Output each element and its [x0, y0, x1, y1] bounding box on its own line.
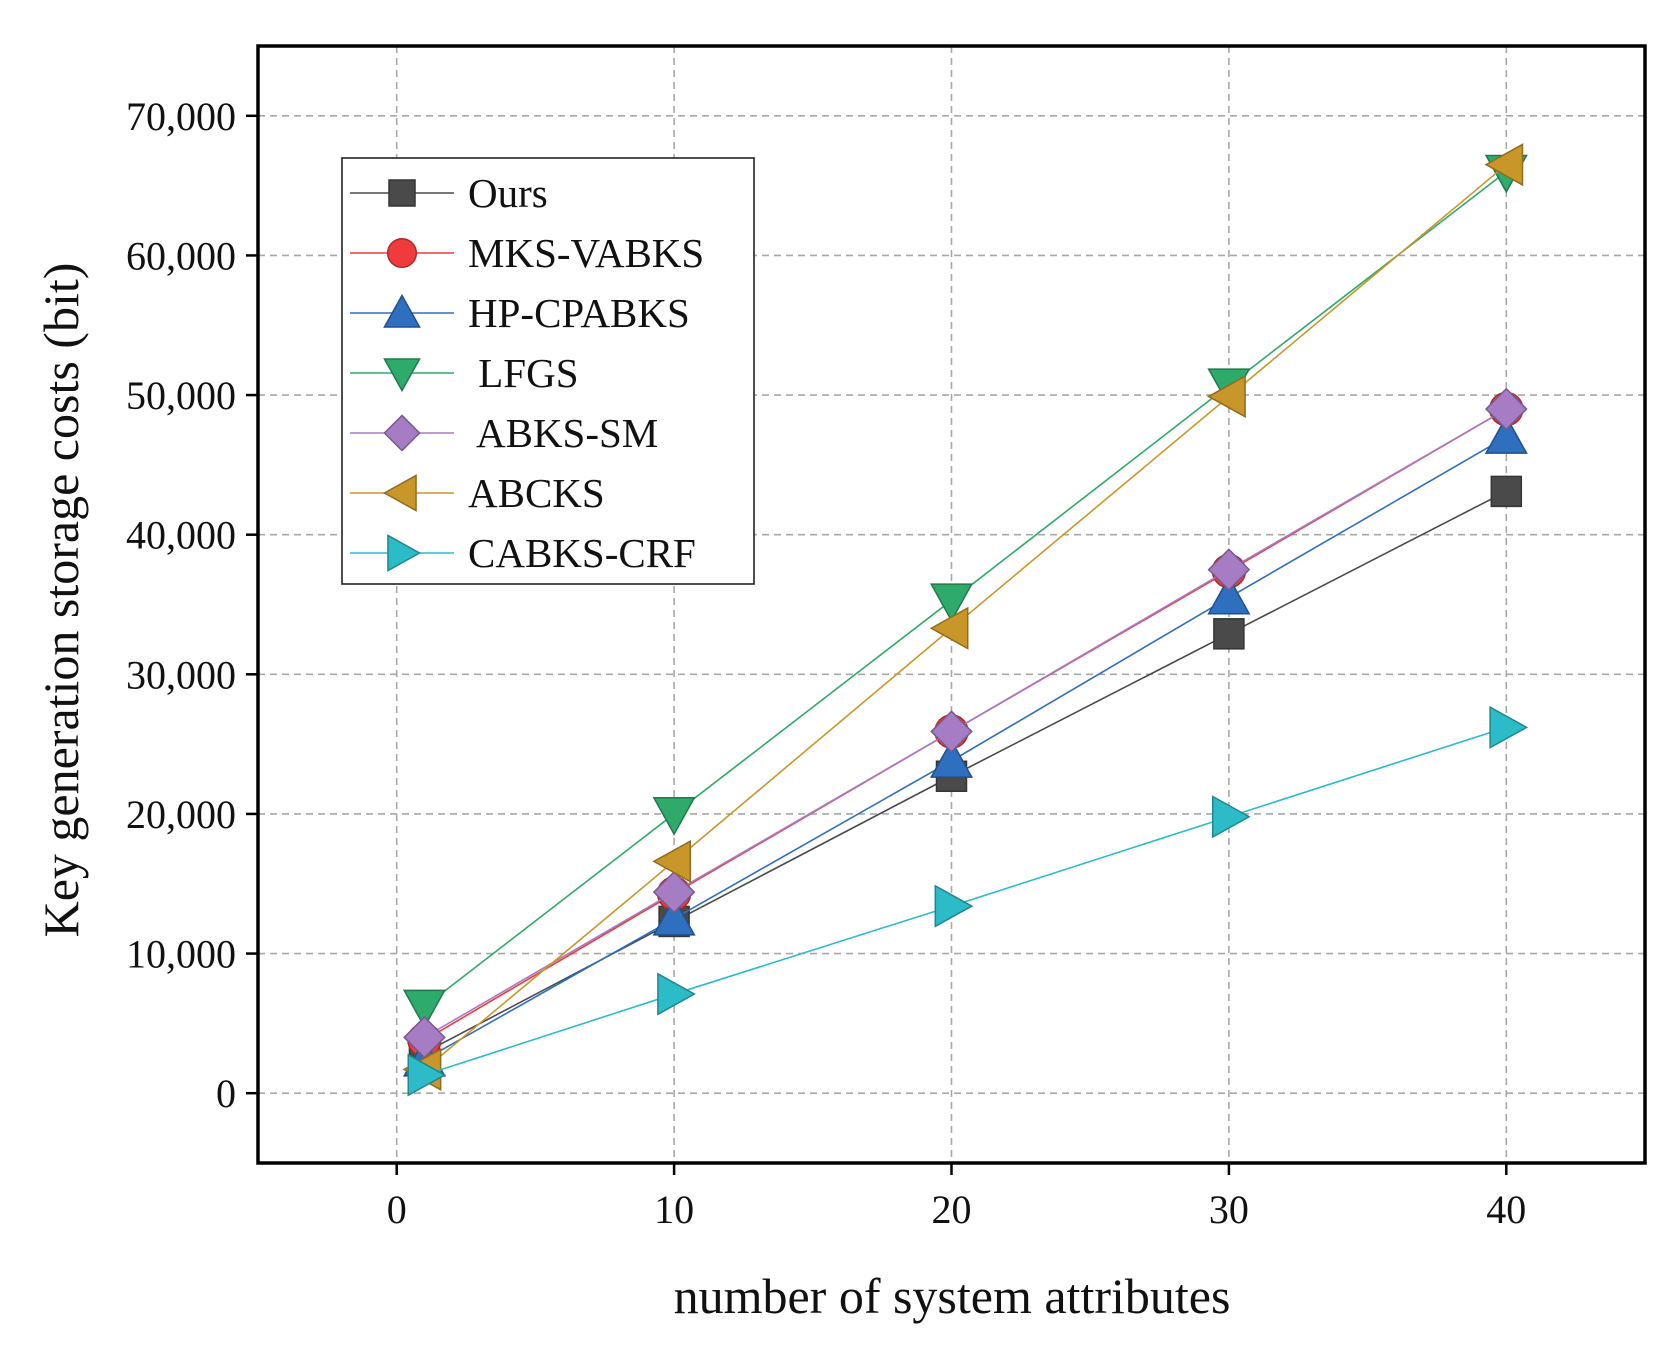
- axes: 0 10 20 30 40 0 10,000 20,000 30,000 40,000 50,000…: [126, 44, 1647, 1232]
- data-point: [652, 896, 696, 936]
- legend-entry: ABKS-SM: [350, 410, 658, 456]
- x-axis-title: number of system attributes: [674, 1268, 1231, 1324]
- data-point: [1211, 795, 1251, 839]
- x-tick-label: 40: [1486, 1187, 1526, 1232]
- data-point: [1489, 705, 1529, 749]
- legend-label: ABKS-SM: [468, 410, 658, 456]
- data-point: [652, 796, 696, 836]
- legend-entry: LFGS: [350, 350, 579, 396]
- legend-label: MKS-VABKS: [468, 230, 704, 276]
- legend-label: HP-CPABKS: [468, 290, 690, 336]
- y-tick-label: 50,000: [126, 373, 236, 418]
- y-tick-label: 40,000: [126, 513, 236, 558]
- data-point: [929, 739, 974, 778]
- data-point: [1207, 548, 1251, 591]
- y-tick-label: 0: [216, 1071, 236, 1116]
- series-cabks-crf: [407, 705, 1529, 1097]
- legend-marker: [388, 179, 416, 207]
- series-abks-sm: [403, 387, 1528, 1059]
- y-tick-label: 30,000: [126, 652, 236, 697]
- data-point: [1490, 475, 1523, 508]
- series-abcks: [402, 143, 1524, 1091]
- data-point: [1207, 374, 1246, 418]
- data-point: [652, 870, 696, 914]
- data-point: [1484, 143, 1524, 187]
- y-axis-title: Key generation storage costs (bit): [33, 263, 89, 938]
- legend-marker: [382, 474, 417, 512]
- data-point: [929, 583, 974, 623]
- x-tick-label: 30: [1209, 1187, 1249, 1232]
- legend-entry: Ours: [350, 170, 548, 216]
- data-point: [1484, 415, 1528, 454]
- legend-marker: [383, 358, 421, 393]
- data-point: [402, 989, 446, 1029]
- legend-label: Ours: [468, 170, 548, 216]
- legend-entry: ABCKS: [350, 470, 605, 516]
- data-point: [652, 839, 692, 883]
- legend-marker: [387, 534, 422, 572]
- y-tick-label: 10,000: [126, 932, 236, 977]
- data-point: [1213, 618, 1245, 650]
- legend-marker: [383, 414, 421, 452]
- legend-label: CABKS-CRF: [468, 530, 696, 576]
- y-tick-label: 20,000: [126, 792, 236, 837]
- y-tick-label: 70,000: [126, 94, 236, 139]
- x-tick-label: 0: [387, 1187, 407, 1232]
- legend-marker: [383, 293, 421, 328]
- legend-label: ABCKS: [468, 470, 605, 516]
- data-point: [1207, 575, 1251, 615]
- data-point: [929, 606, 969, 650]
- data-point: [657, 972, 696, 1016]
- x-tick-label: 10: [654, 1187, 694, 1232]
- data-point: [407, 1053, 447, 1097]
- data-point: [934, 884, 974, 928]
- data-point: [1484, 387, 1528, 431]
- legend-label: LFGS: [468, 350, 579, 396]
- legend: Ours MKS-VABKS HP-CPABKS LFGS ABKS-SM ABCKS…: [341, 157, 755, 585]
- x-tick-label: 20: [932, 1187, 972, 1232]
- legend-entry: HP-CPABKS: [350, 290, 690, 336]
- data-point: [930, 710, 973, 753]
- legend-entry: MKS-VABKS: [350, 230, 704, 276]
- y-tick-label: 60,000: [126, 233, 236, 278]
- series-layer: [402, 143, 1529, 1097]
- legend-marker: [386, 237, 418, 269]
- legend-entry: CABKS-CRF: [350, 530, 696, 576]
